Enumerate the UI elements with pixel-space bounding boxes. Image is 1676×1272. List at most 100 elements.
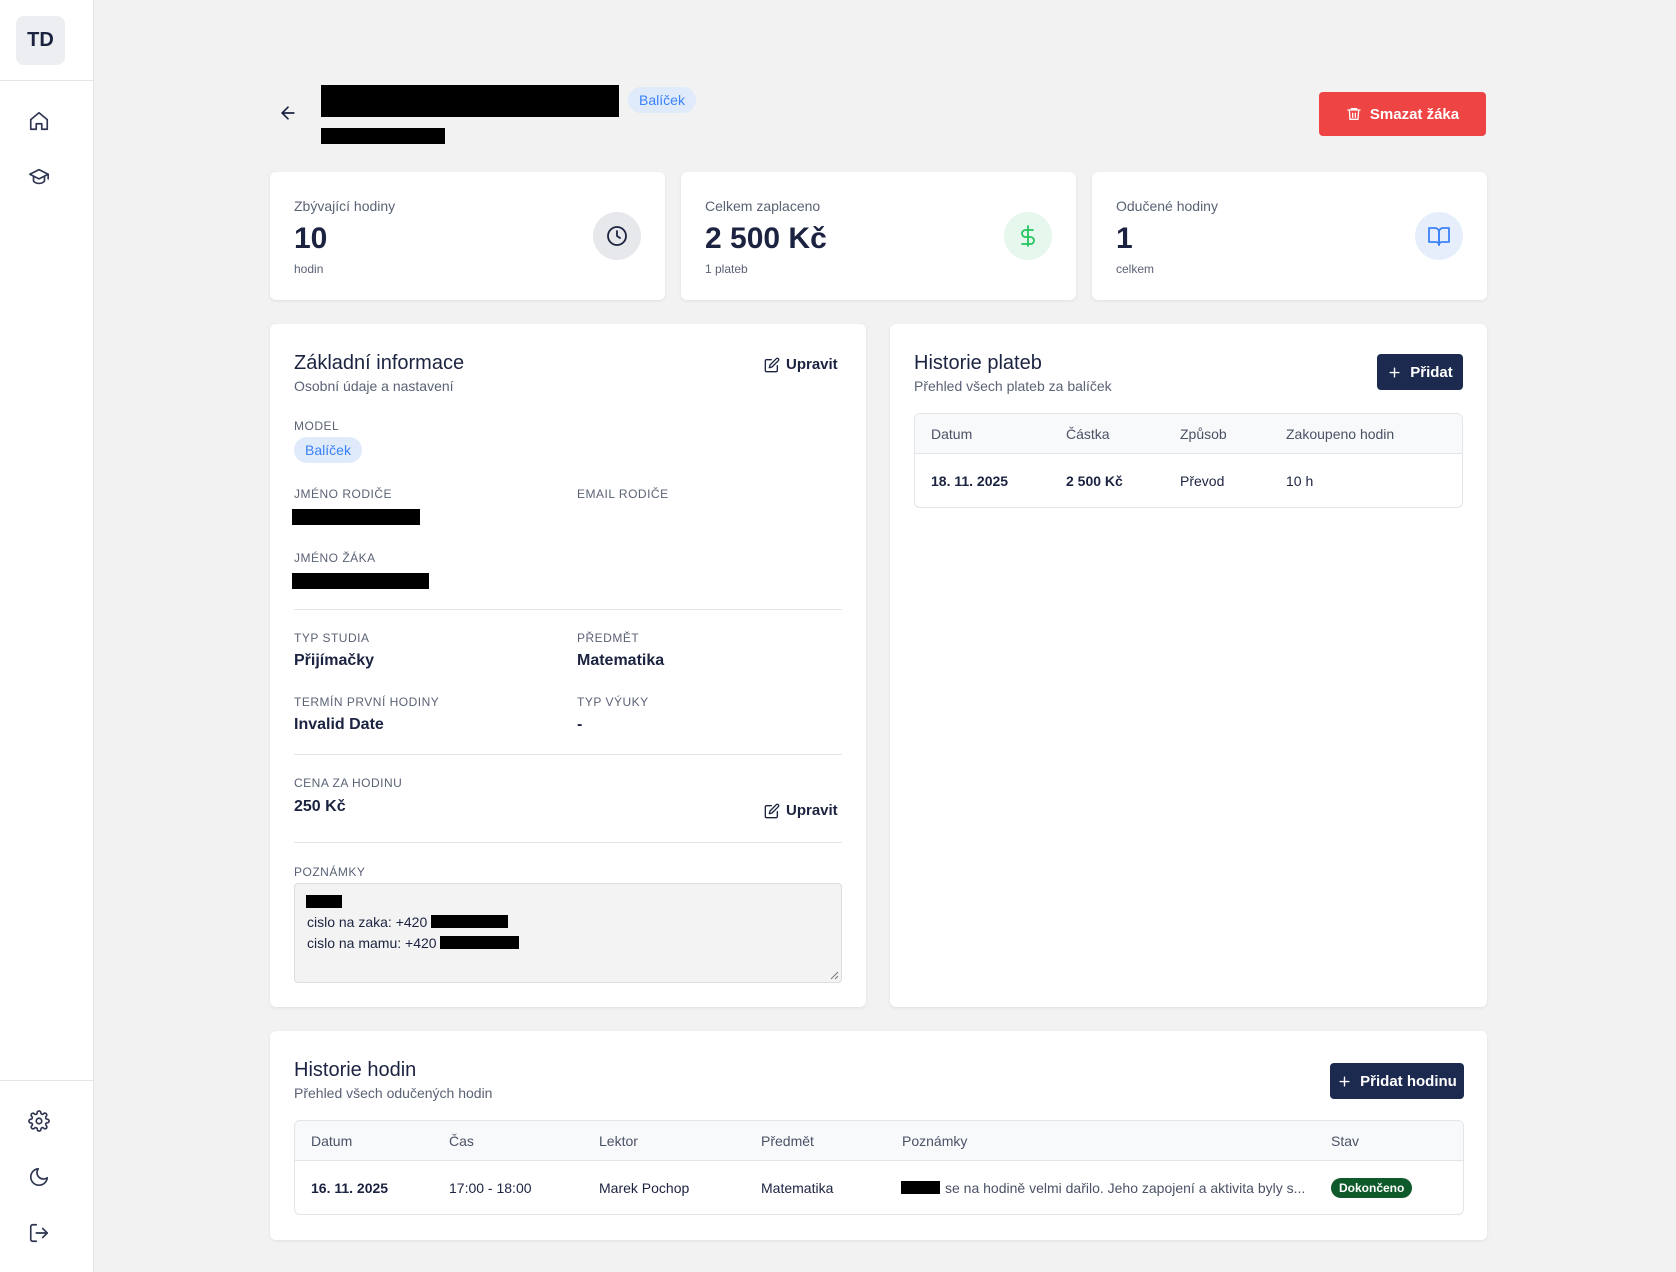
graduation-cap-icon[interactable] (27, 165, 51, 189)
stat-card-remaining-hours: Zbývající hodiny 10 hodin (270, 172, 665, 300)
column-header: Zakoupeno hodin (1286, 426, 1395, 442)
column-header: Lektor (599, 1133, 638, 1149)
teaching-type-label: TYP VÝUKY (577, 695, 649, 709)
payment-date: 18. 11. 2025 (931, 473, 1009, 489)
basic-info-card: Základní informace Osobní údaje a nastav… (270, 324, 866, 1007)
lesson-subject: Matematika (761, 1180, 834, 1196)
student-subtitle-redacted (321, 128, 445, 144)
sidebar: TD (0, 0, 94, 1272)
clock-icon (593, 212, 641, 260)
stat-label: Zbývající hodiny (294, 198, 396, 214)
lesson-notes-redacted (901, 1181, 940, 1194)
column-header: Čas (449, 1133, 474, 1149)
edit-info-label: Upravit (786, 356, 838, 373)
notes-line: cislo na mamu: +420 (307, 935, 520, 951)
stat-value: 10 (294, 222, 328, 255)
model-label: MODEL (294, 419, 340, 433)
payment-hours: 10 h (1286, 473, 1314, 489)
delete-student-button[interactable]: Smazat žáka (1319, 92, 1486, 136)
back-arrow-icon[interactable] (278, 103, 298, 123)
add-payment-button[interactable]: Přidat (1377, 354, 1463, 390)
stat-value: 1 (1116, 222, 1133, 255)
divider (294, 754, 842, 755)
card-title: Historie plateb (914, 352, 1042, 374)
model-value-badge: Balíček (294, 437, 362, 463)
student-name-label: JMÉNO ŽÁKA (294, 551, 376, 565)
lessons-table: Datum Čas Lektor Předmět Poznámky Stav 1… (294, 1120, 1464, 1215)
teaching-type-value: - (577, 716, 583, 733)
column-header: Poznámky (902, 1133, 968, 1149)
card-title: Historie hodin (294, 1059, 417, 1081)
notes-label: POZNÁMKY (294, 865, 366, 879)
sidebar-divider (0, 1080, 94, 1081)
column-header: Předmět (761, 1133, 814, 1149)
lessons-card: Historie hodin Přehled všech odučených h… (270, 1031, 1487, 1240)
student-name-value-redacted (292, 573, 429, 589)
column-header: Datum (311, 1133, 353, 1149)
subject-label: PŘEDMĚT (577, 631, 640, 645)
logout-icon[interactable] (27, 1221, 51, 1245)
column-header: Datum (931, 426, 973, 442)
payment-method: Převod (1180, 473, 1225, 489)
stat-sub: hodin (294, 262, 324, 276)
notes-line: cislo na zaka: +420 (307, 914, 509, 930)
stat-card-total-paid: Celkem zaplaceno 2 500 Kč 1 plateb (681, 172, 1076, 300)
card-subtitle: Osobní údaje a nastavení (294, 378, 454, 394)
stat-value: 2 500 Kč (705, 222, 827, 255)
payments-card: Historie plateb Přehled všech plateb za … (890, 324, 1487, 1007)
logo-avatar[interactable]: TD (16, 16, 65, 65)
column-header: Částka (1066, 426, 1110, 442)
moon-icon[interactable] (27, 1165, 51, 1189)
divider (294, 609, 842, 610)
trash-icon (1347, 108, 1361, 120)
card-subtitle: Přehled všech odučených hodin (294, 1085, 493, 1101)
lesson-notes: se na hodině velmi dařilo. Jeho zapojení… (945, 1180, 1306, 1196)
stat-card-taught-hours: Odučené hodiny 1 celkem (1092, 172, 1487, 300)
column-header: Způsob (1180, 426, 1227, 442)
edit-icon (764, 803, 780, 818)
resize-grip-icon[interactable] (829, 970, 839, 980)
phone-redacted (440, 936, 520, 949)
stat-sub: 1 plateb (705, 262, 748, 276)
add-lesson-button[interactable]: Přidat hodinu (1330, 1063, 1464, 1099)
card-subtitle: Přehled všech plateb za balíček (914, 378, 1112, 394)
parent-name-label: JMÉNO RODIČE (294, 487, 393, 501)
payments-table: Datum Částka Způsob Zakoupeno hodin 18. … (914, 413, 1463, 508)
column-header: Stav (1331, 1133, 1360, 1149)
payment-amount: 2 500 Kč (1066, 473, 1123, 489)
stat-label: Odučené hodiny (1116, 198, 1218, 214)
price-value: 250 Kč (294, 798, 346, 815)
lesson-time: 17:00 - 18:00 (449, 1180, 532, 1196)
delete-student-label: Smazat žáka (1369, 105, 1460, 123)
table-header: Datum Částka Způsob Zakoupeno hodin (915, 414, 1462, 454)
phone-redacted (431, 915, 509, 928)
subject-value: Matematika (577, 652, 665, 669)
dollar-icon (1004, 212, 1052, 260)
add-payment-label: Přidat (1410, 363, 1453, 381)
edit-price-label: Upravit (786, 802, 838, 819)
notes-textarea[interactable]: cislo na zaka: +420 cislo na mamu: +420 (294, 883, 842, 983)
parent-email-label: EMAIL RODIČE (577, 487, 669, 501)
add-lesson-label: Přidat hodinu (1360, 1072, 1457, 1090)
stat-label: Celkem zaplaceno (705, 198, 821, 214)
sidebar-divider (0, 80, 94, 81)
edit-price-button[interactable]: Upravit (764, 802, 838, 819)
first-lesson-label: TERMÍN PRVNÍ HODINY (294, 695, 440, 709)
study-type-value: Přijímačky (294, 652, 375, 669)
notes-redacted (306, 895, 342, 908)
status-badge: Dokončeno (1331, 1178, 1413, 1198)
plus-icon (1339, 1075, 1350, 1087)
book-icon (1415, 212, 1463, 260)
price-label: CENA ZA HODINU (294, 776, 403, 790)
student-name-redacted (321, 85, 619, 117)
first-lesson-value: Invalid Date (294, 716, 384, 733)
parent-name-redacted (292, 509, 420, 525)
divider (294, 842, 842, 843)
card-title: Základní informace (294, 352, 465, 374)
lesson-date: 16. 11. 2025 (311, 1180, 389, 1196)
edit-info-button[interactable]: Upravit (764, 356, 838, 373)
lesson-tutor: Marek Pochop (599, 1180, 690, 1196)
home-icon[interactable] (27, 109, 51, 133)
gear-icon[interactable] (27, 1109, 51, 1133)
plus-icon (1389, 366, 1400, 378)
